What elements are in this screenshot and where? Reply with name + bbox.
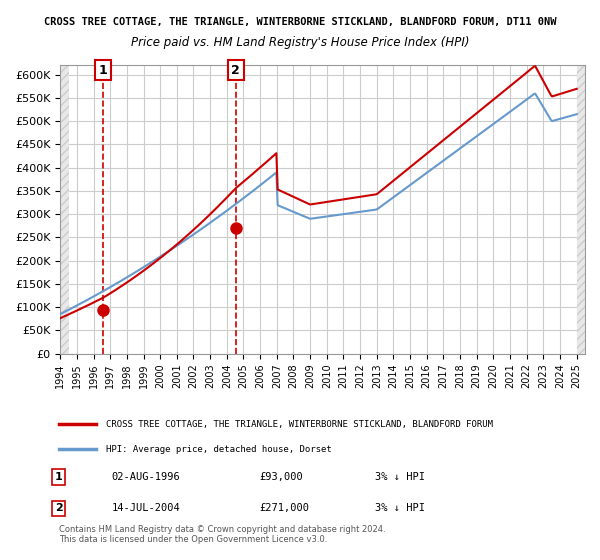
Text: 1: 1 bbox=[55, 472, 62, 482]
Text: 1: 1 bbox=[99, 63, 107, 77]
Text: Price paid vs. HM Land Registry's House Price Index (HPI): Price paid vs. HM Land Registry's House … bbox=[131, 36, 469, 49]
Text: HPI: Average price, detached house, Dorset: HPI: Average price, detached house, Dors… bbox=[106, 445, 332, 454]
Text: 14-JUL-2004: 14-JUL-2004 bbox=[112, 503, 180, 514]
Text: CROSS TREE COTTAGE, THE TRIANGLE, WINTERBORNE STICKLAND, BLANDFORD FORUM, DT11 0: CROSS TREE COTTAGE, THE TRIANGLE, WINTER… bbox=[44, 17, 556, 27]
Text: 2: 2 bbox=[55, 503, 62, 514]
Polygon shape bbox=[60, 66, 68, 353]
Text: 3% ↓ HPI: 3% ↓ HPI bbox=[376, 472, 425, 482]
Text: 2: 2 bbox=[231, 63, 240, 77]
Text: CROSS TREE COTTAGE, THE TRIANGLE, WINTERBORNE STICKLAND, BLANDFORD FORUM: CROSS TREE COTTAGE, THE TRIANGLE, WINTER… bbox=[106, 419, 493, 429]
Text: £93,000: £93,000 bbox=[259, 472, 303, 482]
Text: £271,000: £271,000 bbox=[259, 503, 309, 514]
Text: 3% ↓ HPI: 3% ↓ HPI bbox=[376, 503, 425, 514]
Text: Contains HM Land Registry data © Crown copyright and database right 2024.
This d: Contains HM Land Registry data © Crown c… bbox=[59, 525, 385, 544]
Text: 02-AUG-1996: 02-AUG-1996 bbox=[112, 472, 180, 482]
Polygon shape bbox=[577, 66, 585, 353]
